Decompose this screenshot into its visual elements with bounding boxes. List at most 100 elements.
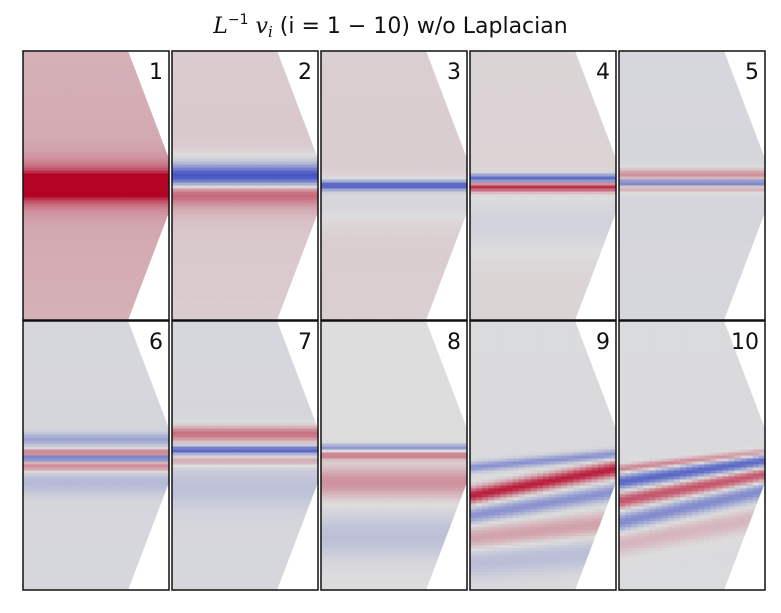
heatmap-cell bbox=[114, 53, 121, 58]
heatmap-cell bbox=[89, 119, 97, 124]
heatmap-cell bbox=[126, 74, 134, 79]
heatmap-cell bbox=[132, 149, 140, 154]
heatmap-cell bbox=[96, 101, 103, 106]
heatmap-cell bbox=[102, 113, 109, 118]
heatmap-cell bbox=[89, 95, 97, 100]
heatmap-cell bbox=[89, 59, 97, 64]
heatmap-cell bbox=[53, 107, 61, 112]
heatmap-cell bbox=[132, 110, 140, 115]
heatmap-cell bbox=[120, 149, 128, 154]
heatmap-cell bbox=[23, 65, 30, 70]
heatmap-cell bbox=[29, 131, 36, 136]
heatmap-cell bbox=[96, 98, 103, 103]
heatmap-cell bbox=[144, 119, 152, 124]
heatmap-cell bbox=[77, 137, 85, 142]
heatmap-cell bbox=[120, 113, 128, 118]
heatmap-cell bbox=[120, 146, 128, 151]
heatmap-cell bbox=[65, 62, 73, 67]
heatmap-cell bbox=[77, 80, 85, 85]
heatmap-cell bbox=[126, 110, 134, 115]
heatmap-cell bbox=[114, 158, 121, 163]
heatmap-cell bbox=[47, 92, 55, 97]
heatmap-cell bbox=[138, 104, 146, 109]
heatmap-cell bbox=[47, 110, 55, 115]
heatmap-cell bbox=[71, 122, 79, 127]
heatmap-cell bbox=[41, 113, 48, 118]
heatmap-cell bbox=[83, 143, 91, 148]
heatmap-cell bbox=[41, 77, 48, 82]
heatmap-cell bbox=[144, 131, 152, 136]
heatmap-cell bbox=[150, 131, 158, 136]
heatmap-cell bbox=[126, 119, 134, 124]
heatmap-cell bbox=[77, 140, 85, 145]
heatmap-cell bbox=[132, 116, 140, 121]
heatmap-cell bbox=[89, 137, 97, 142]
heatmap-cell bbox=[35, 143, 42, 148]
heatmap-cell bbox=[138, 134, 146, 139]
heatmap-cell bbox=[53, 74, 61, 79]
heatmap-cell bbox=[150, 128, 158, 133]
heatmap-cell bbox=[35, 95, 42, 100]
heatmap-cell bbox=[102, 119, 109, 124]
heatmap-cell bbox=[53, 56, 61, 61]
heatmap-cell bbox=[102, 140, 109, 145]
heatmap-cell bbox=[35, 98, 42, 103]
heatmap-cell bbox=[47, 77, 55, 82]
heatmap-cell bbox=[83, 128, 91, 133]
heatmap-cell bbox=[65, 158, 73, 163]
heatmap-cell bbox=[71, 143, 79, 148]
heatmap-cell bbox=[138, 116, 146, 121]
heatmap-cell bbox=[138, 113, 146, 118]
heatmap-cell bbox=[53, 137, 61, 142]
heatmap-cell bbox=[65, 110, 73, 115]
heatmap-cell bbox=[138, 131, 146, 136]
heatmap-cell bbox=[89, 107, 97, 112]
heatmap-cell bbox=[71, 51, 79, 55]
heatmap-cell bbox=[23, 143, 30, 148]
heatmap-cell bbox=[114, 140, 121, 145]
heatmap-cell bbox=[35, 134, 42, 139]
heatmap-cell bbox=[89, 101, 97, 106]
heatmap-cell bbox=[156, 137, 164, 142]
heatmap-cell bbox=[108, 59, 115, 64]
heatmap-cell bbox=[150, 146, 158, 151]
heatmap-cell bbox=[108, 89, 115, 94]
heatmap-cell bbox=[65, 143, 73, 148]
heatmap-cell bbox=[102, 65, 109, 70]
heatmap-cell bbox=[126, 116, 134, 121]
heatmap-cell bbox=[96, 51, 103, 55]
heatmap-cell bbox=[83, 65, 91, 70]
heatmap-cell bbox=[59, 134, 67, 139]
heatmap-cell bbox=[77, 158, 85, 163]
heatmap-cell bbox=[53, 65, 61, 70]
heatmap-cell bbox=[156, 155, 164, 160]
heatmap-cell bbox=[29, 113, 36, 118]
heatmap-cell bbox=[132, 140, 140, 145]
heatmap-cell bbox=[83, 92, 91, 97]
heatmap-cell bbox=[71, 77, 79, 82]
heatmap-cell bbox=[96, 71, 103, 76]
heatmap-cell bbox=[41, 104, 48, 109]
heatmap-cell bbox=[150, 122, 158, 127]
heatmap-cell bbox=[59, 95, 67, 100]
heatmap-cell bbox=[29, 92, 36, 97]
heatmap-cell bbox=[47, 125, 55, 130]
heatmap-cell bbox=[83, 53, 91, 58]
heatmap-cell bbox=[35, 104, 42, 109]
panel-3: 3 bbox=[320, 50, 468, 321]
heatmap-cell bbox=[23, 122, 30, 127]
heatmap-cell bbox=[108, 68, 115, 73]
heatmap-cell bbox=[41, 122, 48, 127]
heatmap-cell bbox=[77, 152, 85, 157]
heatmap-cell bbox=[114, 62, 121, 67]
heatmap-cell bbox=[120, 143, 128, 148]
heatmap-cell bbox=[89, 53, 97, 58]
heatmap-cell bbox=[41, 56, 48, 61]
heatmap-cell bbox=[108, 65, 115, 70]
heatmap-cell bbox=[126, 62, 134, 67]
heatmap-cell bbox=[120, 65, 128, 70]
heatmap-cell bbox=[114, 92, 121, 97]
heatmap-cell bbox=[71, 128, 79, 133]
heatmap-cell bbox=[35, 107, 42, 112]
heatmap-cell bbox=[23, 92, 30, 97]
